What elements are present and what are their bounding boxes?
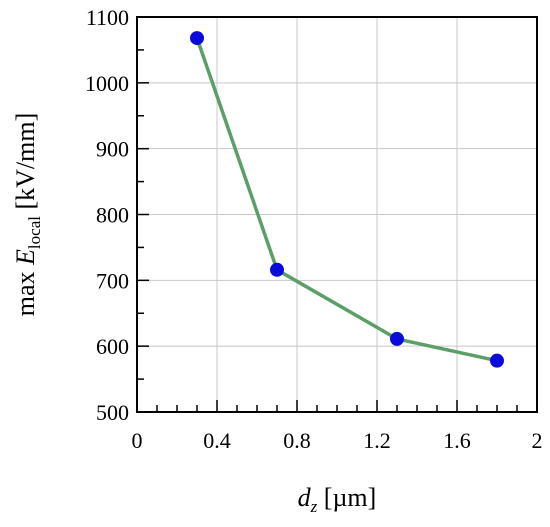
x-tick-label: 0.4 [203, 428, 231, 453]
data-point [490, 353, 504, 368]
y-tick-label: 1000 [85, 71, 129, 96]
y-label-prefix: max [11, 265, 40, 316]
series-line [195, 37, 498, 363]
data-point [270, 262, 284, 277]
data-point [190, 31, 204, 46]
y-label-sub: local [25, 216, 44, 249]
y-tick-label: 700 [96, 268, 129, 293]
x-tick-label: 2 [532, 428, 543, 453]
ticks [136, 16, 538, 413]
x-tick-label: 0.8 [283, 428, 311, 453]
y-axis-label: max Elocal [kV/mm] [11, 113, 44, 316]
y-tick-label: 900 [96, 137, 129, 162]
y-tick-label: 800 [96, 203, 129, 228]
x-label-sub: z [310, 497, 318, 516]
x-tick-label: 1.6 [443, 428, 471, 453]
data-point [390, 331, 404, 346]
y-tick-label: 600 [96, 334, 129, 359]
x-label-main: d [298, 483, 312, 512]
y-tick-label: 500 [96, 400, 129, 425]
tick-labels: 0 0.4 0.8 1.2 1.6 2 500 600 700 800 900 1000 1100 [85, 5, 543, 453]
x-tick-label: 1.2 [363, 428, 391, 453]
x-label-unit: [µm] [317, 483, 376, 512]
markers [190, 31, 504, 368]
y-tick-label: 1100 [86, 5, 129, 30]
x-tick-label: 0 [132, 428, 143, 453]
y-label-unit: [kV/mm] [11, 113, 40, 216]
x-axis-label: dz [µm] [298, 483, 377, 516]
grid [137, 17, 537, 412]
y-label-main: E [11, 249, 40, 266]
